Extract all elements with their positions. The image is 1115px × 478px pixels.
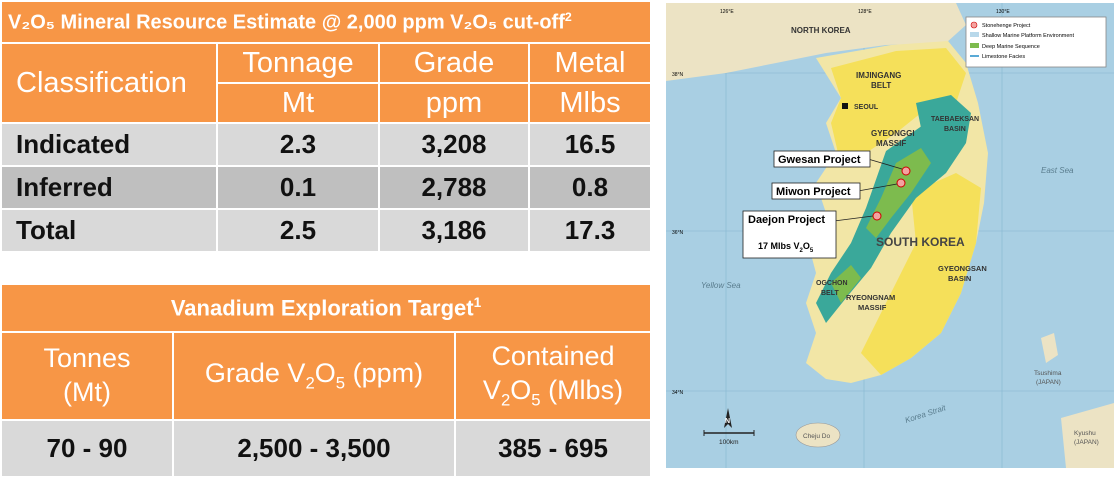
region-label: TAEBAEKSAN [931,116,979,123]
place-label: Kyushu [1074,430,1096,437]
header-contained: Contained V2O5 (Mlbs) [454,331,652,421]
region-label: MASSIF [876,139,906,148]
metal-value: 17.3 [528,208,652,253]
contained-value: 385 - 695 [454,419,652,478]
project-markers: Gwesan Project Miwon Project Daejon Proj… [742,150,911,259]
metal-value: 0.8 [528,165,652,210]
legend-label: Stonehenge Project [982,23,1031,29]
latitude-label: 36°N [672,230,684,236]
project-label-box [742,210,837,259]
tonnage-value: 0.1 [216,165,380,210]
gyeonggi-massif [831,48,966,153]
scale-bar: 100km [703,430,755,446]
region-label: MASSIF [858,303,887,312]
region-label: GYEONGGI [871,129,915,138]
table-row: 70 - 90 2,500 - 3,500 385 - 695 [0,419,652,478]
taebaeksan-basin [916,95,971,143]
header-tonnes: Tonnes (Mt) [0,331,174,421]
grade-value: 2,788 [378,165,530,210]
row-label: Total [0,208,218,253]
place-label: (JAPAN) [1036,379,1061,386]
header-classification: Classification [0,42,218,124]
grade-value: 3,186 [378,208,530,253]
legend-swatch [970,43,979,48]
svg-text:N: N [725,418,730,425]
tsushima-island [1041,333,1058,363]
region-label: BASIN [944,126,966,133]
header-grade-v2o5: Grade V2O5 (ppm) [172,331,456,421]
kyushu-land [1061,403,1114,468]
legend-box [965,16,1107,68]
place-label: Tsushima [1034,370,1062,377]
legend-label: Shallow Marine Platform Environment [982,33,1074,39]
resource-estimate-table: V₂O₅ Mineral Resource Estimate @ 2,000 p… [0,0,652,253]
grade-value: 2,500 - 3,500 [172,419,456,478]
sea-label: East Sea [1041,166,1074,175]
project-name: Gwesan Project [778,154,861,166]
korea-geology-map: Stonehenge Project Shallow Marine Platfo… [666,3,1114,468]
longitude-label: 126°E [720,9,734,15]
region-label: OGCHON [816,280,848,287]
metal-value: 16.5 [528,122,652,167]
header-grade-unit: ppm [378,82,530,124]
table-row: Inferred 0.1 2,788 0.8 [0,165,652,210]
project-name: Daejon Project [748,214,825,226]
tonnage-value: 2.5 [216,208,380,253]
seoul-marker [842,103,848,109]
row-label: Inferred [0,165,218,210]
exploration-target-table: Vanadium Exploration Target1 Tonnes (Mt)… [0,283,652,478]
table-row: Total 2.5 3,186 17.3 [0,208,652,253]
header-metal-unit: Mlbs [528,82,652,124]
legend-swatch [970,21,978,29]
legend-label: Deep Marine Sequence [982,44,1040,50]
north-korea-label: NORTH KOREA [791,26,851,35]
region-label: BELT [871,81,891,90]
region-label: IMJINGANG [856,71,901,80]
deep-marine-sequence [831,265,861,303]
north-korea-land [666,3,966,81]
legend-swatch [970,32,979,37]
legend-label: Limestone Facies [982,54,1025,60]
grade-value: 3,208 [378,122,530,167]
tonnes-value: 70 - 90 [0,419,174,478]
region-label: BASIN [948,274,971,283]
resource-table-title: V₂O₅ Mineral Resource Estimate @ 2,000 p… [0,0,652,44]
south-korea-label: SOUTH KOREA [876,235,965,249]
project-label-box [773,150,871,168]
place-label: Cheju Do [803,433,830,440]
target-table-title: Vanadium Exploration Target1 [0,283,652,333]
row-label: Indicated [0,122,218,167]
longitude-label: 128°E [858,9,872,15]
tonnage-value: 2.3 [216,122,380,167]
header-metal: Metal [528,42,652,84]
header-grade: Grade [378,42,530,84]
deep-marine-sequence [866,148,931,238]
svg-text:100km: 100km [719,439,739,446]
project-label-box [771,182,861,200]
region-label: BELT [821,290,839,297]
project-marker [872,211,882,221]
project-resource-note: 17 Mlbs V2O5 [758,241,814,254]
longitude-label: 130°E [996,9,1010,15]
table-row: Indicated 2.3 3,208 16.5 [0,122,652,167]
seoul-label: SEOUL [854,104,879,111]
project-marker [901,166,911,176]
region-label: RYEONGNAM [846,293,895,302]
cheju-island [795,422,841,448]
project-name: Miwon Project [776,186,851,198]
header-tonnage: Tonnage [216,42,380,84]
map-legend: Stonehenge Project Shallow Marine Platfo… [965,16,1107,68]
place-label: (JAPAN) [1074,439,1099,446]
project-marker [896,178,906,188]
header-tonnage-unit: Mt [216,82,380,124]
latitude-label: 38°N [672,72,684,78]
latitude-label: 34°N [672,390,684,396]
north-arrow: N [724,408,732,428]
region-label: GYEONGSAN [938,264,987,273]
ryeongnam-massif [861,173,981,375]
sea-label: Yellow Sea [701,281,741,290]
